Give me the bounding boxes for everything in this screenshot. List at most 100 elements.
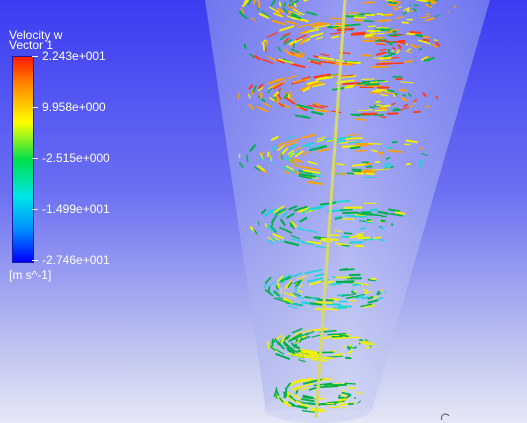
cone-domain xyxy=(205,0,490,410)
velocity-vector xyxy=(306,277,324,283)
velocity-vector xyxy=(301,241,315,246)
velocity-vector xyxy=(422,38,430,42)
velocity-vector xyxy=(307,58,321,62)
velocity-vector xyxy=(371,342,375,346)
cone-axis-line xyxy=(314,0,347,419)
velocity-vector xyxy=(368,91,383,94)
velocity-vector xyxy=(337,293,349,297)
velocity-vector xyxy=(342,82,361,86)
velocity-vector xyxy=(280,152,283,160)
velocity-vector xyxy=(384,13,394,17)
velocity-vector xyxy=(289,143,297,150)
velocity-vector xyxy=(422,92,427,98)
velocity-vector xyxy=(273,297,289,303)
velocity-vector xyxy=(243,43,247,50)
velocity-vector xyxy=(431,43,439,48)
velocity-vector xyxy=(392,6,399,11)
velocity-vector xyxy=(283,343,294,351)
velocity-vector xyxy=(291,328,303,334)
velocity-vector xyxy=(258,12,270,19)
velocity-vector xyxy=(338,136,352,139)
velocity-vector xyxy=(379,116,387,119)
velocity-vector xyxy=(288,205,298,211)
legend-subtitle: Vector 1 xyxy=(9,38,54,52)
velocity-vector xyxy=(393,33,404,36)
velocity-vector xyxy=(391,102,396,106)
legend-label-3: -2.515e+000 xyxy=(42,151,110,165)
velocity-vector xyxy=(299,217,308,223)
velocity-vector xyxy=(380,104,391,108)
velocity-vector xyxy=(284,393,294,400)
velocity-vector xyxy=(363,283,369,286)
velocity-vector xyxy=(293,336,300,341)
velocity-vector xyxy=(334,229,343,232)
velocity-vector xyxy=(419,16,430,19)
velocity-vector xyxy=(344,382,357,385)
velocity-vector xyxy=(289,378,303,384)
velocity-vector xyxy=(286,75,298,80)
velocity-vector xyxy=(254,166,261,172)
velocity-vector xyxy=(336,162,345,166)
velocity-vector xyxy=(283,39,292,45)
velocity-vector xyxy=(291,386,300,392)
velocity-vector xyxy=(294,52,304,58)
velocity-vector xyxy=(278,208,287,214)
velocity-vector xyxy=(277,46,282,52)
velocity-vector xyxy=(338,334,349,338)
velocity-vector xyxy=(294,164,312,170)
velocity-vector xyxy=(298,329,314,334)
velocity-vector xyxy=(310,409,326,413)
velocity-vector xyxy=(347,133,361,137)
velocity-vector xyxy=(295,34,307,41)
velocity-vector xyxy=(243,0,248,4)
velocity-vector xyxy=(280,338,284,344)
velocity-vector xyxy=(279,25,295,32)
velocity-vector xyxy=(293,292,301,297)
velocity-vector xyxy=(359,170,376,174)
velocity-vector xyxy=(279,218,286,226)
velocity-vector xyxy=(421,152,428,156)
velocity-vector xyxy=(302,151,310,156)
velocity-vector xyxy=(270,136,279,141)
velocity-vector xyxy=(372,295,379,299)
velocity-vector xyxy=(295,339,301,345)
velocity-vector xyxy=(400,81,415,84)
velocity-vector xyxy=(342,336,350,339)
velocity-vector xyxy=(304,268,323,275)
velocity-vector xyxy=(391,49,395,53)
velocity-vector xyxy=(367,296,374,300)
velocity-vector xyxy=(336,397,348,403)
velocity-vector xyxy=(316,138,325,143)
corner-mark-icon xyxy=(441,413,450,421)
velocity-vector xyxy=(286,347,299,354)
velocity-vector xyxy=(335,354,342,357)
velocity-vector xyxy=(271,19,287,26)
velocity-vector xyxy=(310,297,319,301)
velocity-vector xyxy=(273,12,283,18)
velocity-vector xyxy=(307,180,323,185)
velocity-vector xyxy=(273,337,277,343)
velocity-vector xyxy=(386,89,395,93)
velocity-vector xyxy=(326,401,340,404)
velocity-vector xyxy=(355,391,363,395)
velocity-vector xyxy=(275,59,285,64)
velocity-vector xyxy=(257,86,264,92)
velocity-vector xyxy=(271,219,274,226)
velocity-vector xyxy=(271,291,277,296)
velocity-vector xyxy=(412,99,418,103)
velocity-vector xyxy=(357,82,366,85)
velocity-vector xyxy=(289,10,301,16)
velocity-vector xyxy=(334,242,346,246)
velocity-vector xyxy=(291,333,303,340)
velocity-vector xyxy=(410,43,416,48)
velocity-vector xyxy=(287,10,292,16)
velocity-vector xyxy=(405,162,412,166)
velocity-vector xyxy=(333,63,352,66)
velocity-vector xyxy=(297,226,306,232)
velocity-vector xyxy=(327,333,347,336)
velocity-vector xyxy=(363,340,371,345)
velocity-vector xyxy=(263,282,268,289)
velocity-vector xyxy=(294,150,304,158)
velocity-vector xyxy=(412,7,417,12)
